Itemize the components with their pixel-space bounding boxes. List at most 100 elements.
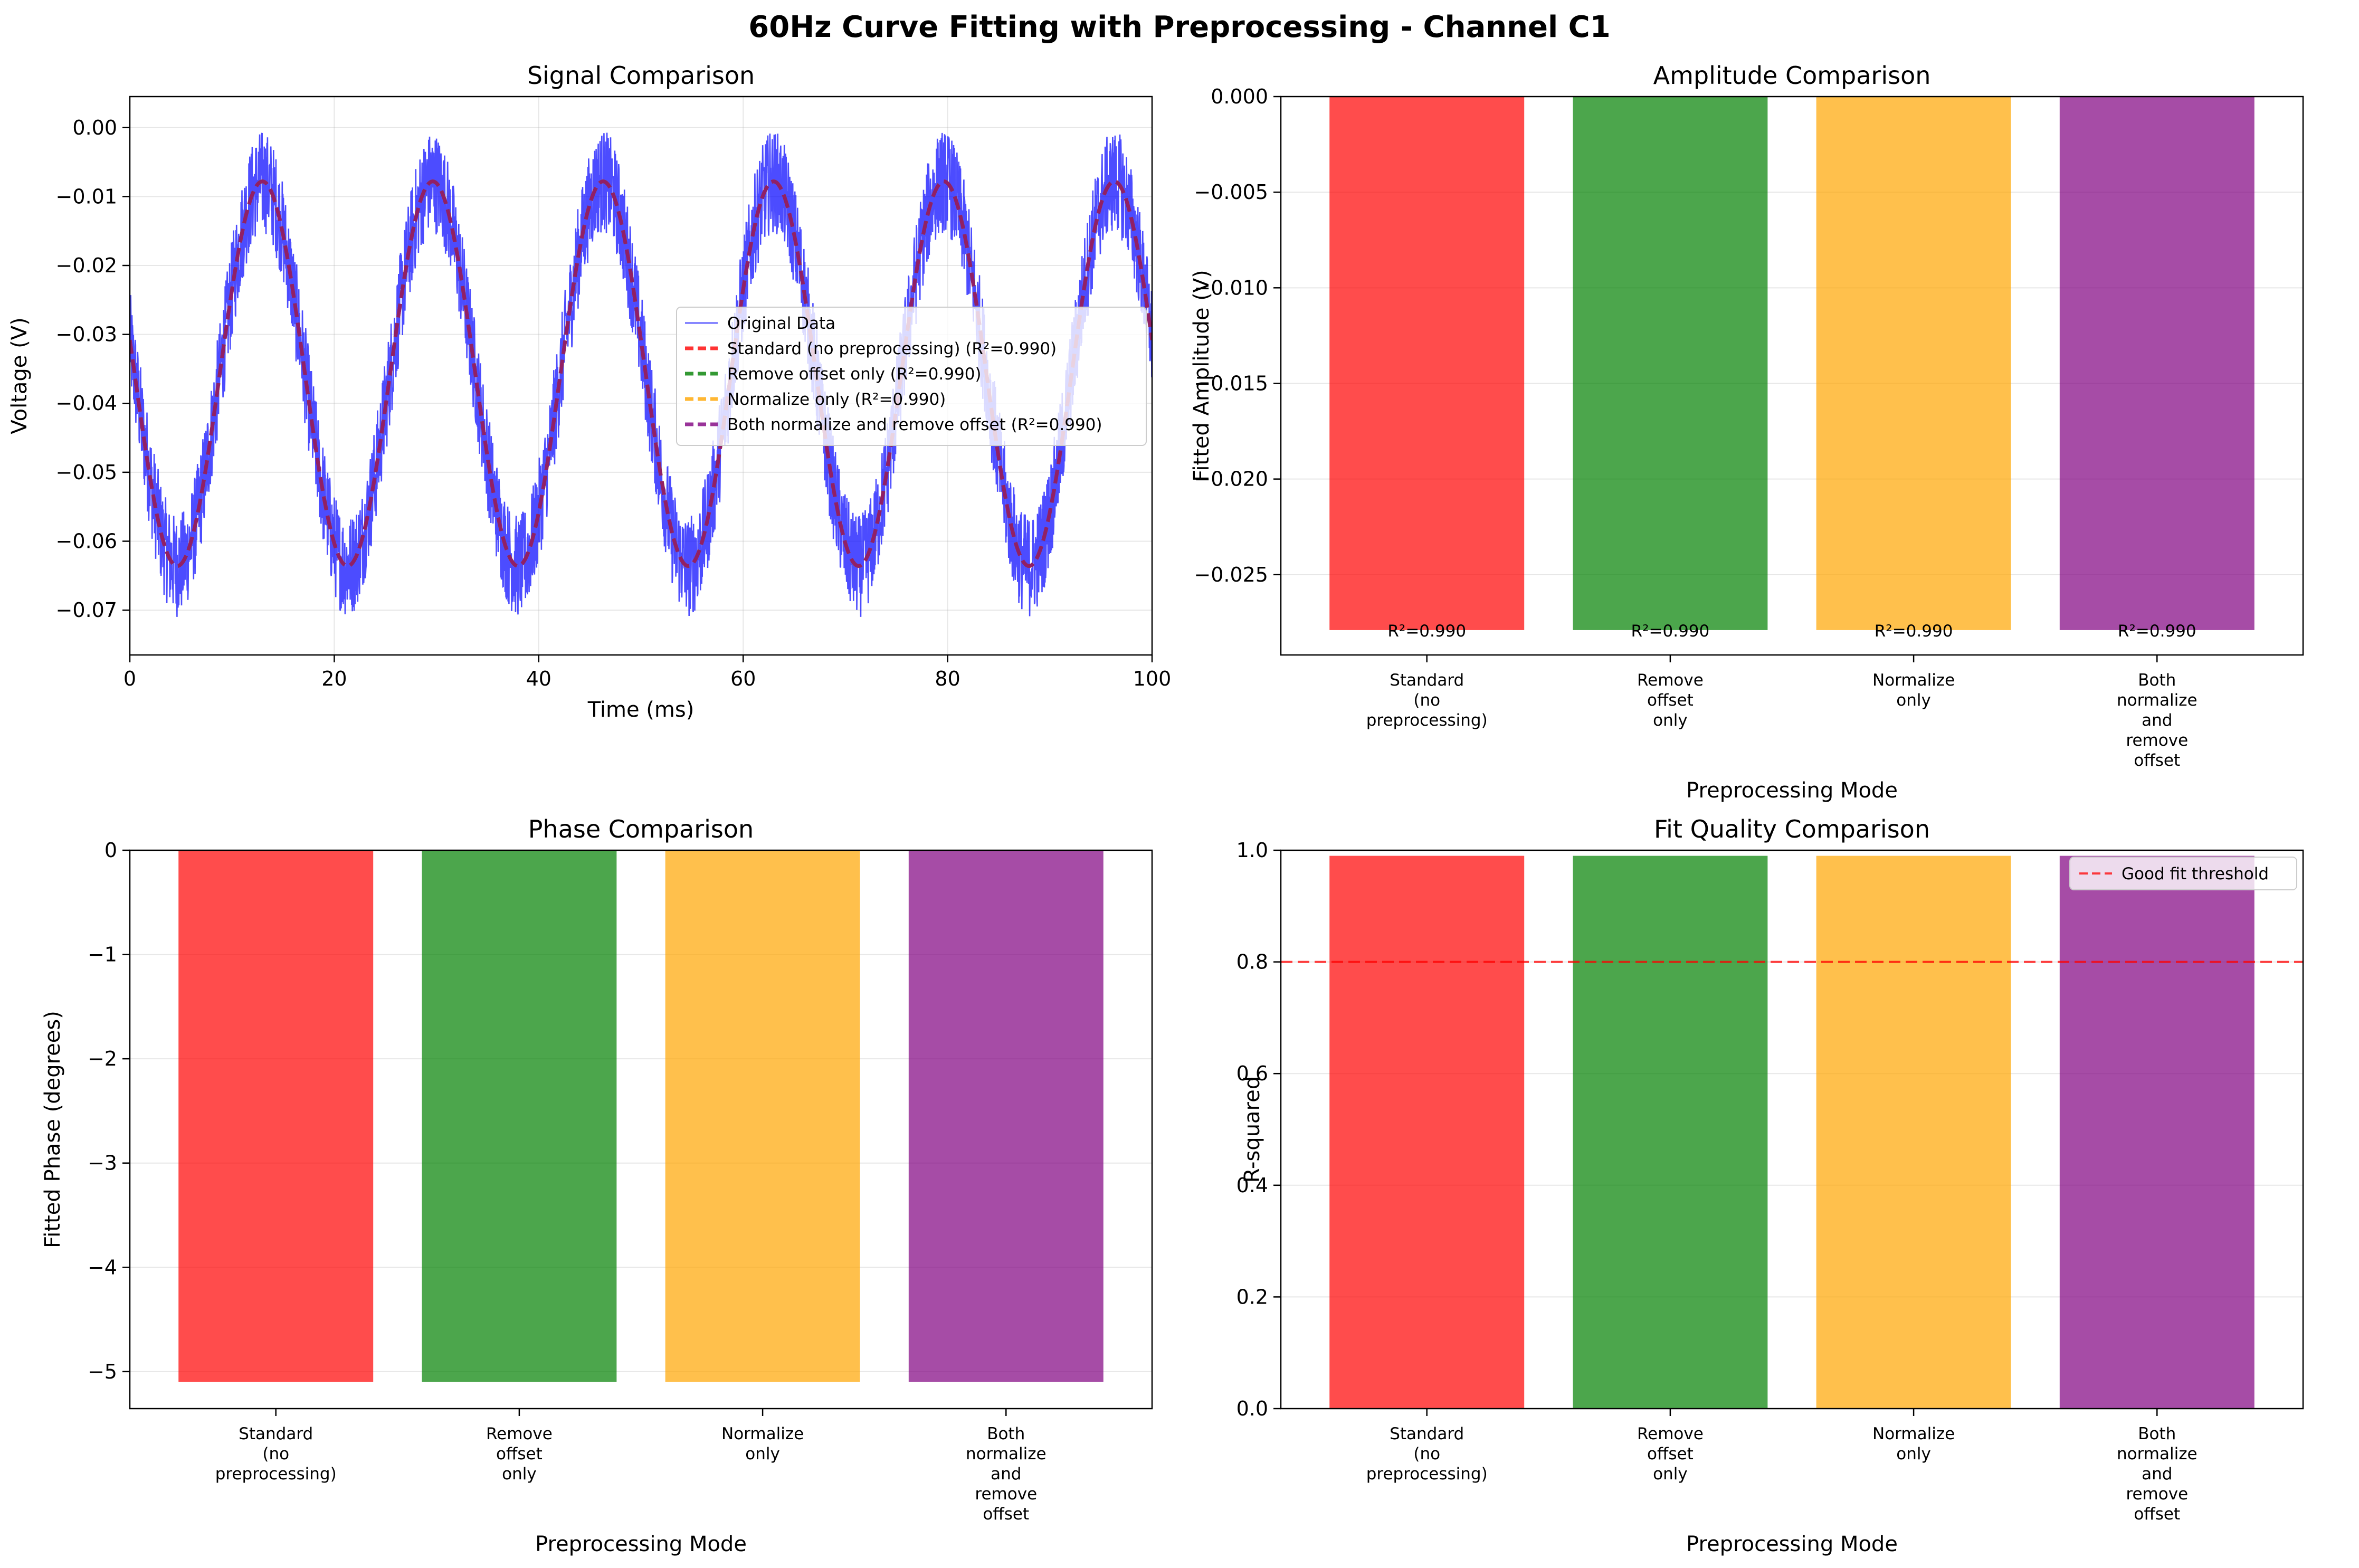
x-tick-label: preprocessing) <box>1366 711 1488 730</box>
x-tick-label: (no <box>262 1445 289 1464</box>
y-tick-label: −1 <box>88 943 117 966</box>
x-tick-label: only <box>1653 1465 1688 1484</box>
chart-title: Amplitude Comparison <box>1653 61 1931 90</box>
legend-box <box>2069 857 2297 890</box>
fit-quality-comparison-chart: Good fit threshold 0.0 0.2 0.4 0.6 0.8 1.0 Stan… <box>1236 815 2304 1556</box>
y-tick-label: 1.0 <box>1236 839 1268 862</box>
y-tick-label: −0.005 <box>1194 180 1268 204</box>
bar-3 <box>908 850 1104 1382</box>
x-tick-label: offset <box>2134 751 2180 770</box>
y-tick-label: 0.4 <box>1236 1174 1268 1197</box>
y-tick-label: −0.025 <box>1194 563 1268 586</box>
chart-title: Fit Quality Comparison <box>1654 815 1930 843</box>
x-tick-label: only <box>1896 691 1931 710</box>
x-tick-label: 0 <box>123 667 136 690</box>
legend-label-1: Standard (no preprocessing) (R²=0.990) <box>727 339 1057 358</box>
bar-value-label: R²=0.990 <box>2118 622 2196 641</box>
y-tick-label: −0.03 <box>56 323 117 346</box>
x-tick-label: 80 <box>935 667 960 690</box>
y-tick-label: −4 <box>88 1256 117 1279</box>
bar-3 <box>2059 97 2255 630</box>
bar-3 <box>2059 856 2255 1409</box>
amplitude-comparison-chart: R²=0.990 R²=0.990 R²=0.990 R²=0.990 0.000 −0.… <box>1190 61 2304 803</box>
y-tick-label: −2 <box>88 1047 117 1070</box>
x-tick-label: and <box>2142 1465 2172 1484</box>
x-tick-label: Standard <box>239 1424 313 1443</box>
x-tick-label: 100 <box>1133 667 1172 690</box>
x-tick-label: Remove <box>1637 1424 1704 1443</box>
x-axis-label: Time (ms) <box>587 698 695 722</box>
x-tick-label: 20 <box>321 667 347 690</box>
x-tick-label: only <box>1653 711 1688 730</box>
y-tick-label: 0.8 <box>1236 951 1268 974</box>
bar-2 <box>1816 97 2011 630</box>
x-tick-label: only <box>1896 1445 1931 1464</box>
x-tick-label: normalize <box>2117 691 2198 710</box>
x-tick-label: and <box>2142 711 2172 730</box>
x-tick-label: preprocessing) <box>1366 1465 1488 1484</box>
x-tick-label: preprocessing) <box>215 1465 337 1484</box>
x-tick-label: offset <box>1647 1445 1694 1464</box>
y-tick-label: −0.020 <box>1194 468 1268 491</box>
y-tick-label: −0.010 <box>1194 276 1268 299</box>
bar-value-label: R²=0.990 <box>1875 622 1953 641</box>
legend-label-2: Remove offset only (R²=0.990) <box>727 365 982 384</box>
x-tick-label: 40 <box>526 667 551 690</box>
y-tick-label: −0.02 <box>56 254 117 277</box>
x-tick-label: only <box>502 1465 537 1484</box>
x-tick-label: Standard <box>1390 671 1464 690</box>
x-tick-label: normalize <box>2117 1445 2198 1464</box>
bar-0 <box>178 850 374 1382</box>
bar-1 <box>422 850 617 1382</box>
y-tick-label: 0.000 <box>1211 85 1268 108</box>
y-tick-label: 0.0 <box>1236 1397 1268 1420</box>
x-tick-label: offset <box>496 1445 543 1464</box>
x-tick-label: and <box>991 1465 1021 1484</box>
bar-value-label: R²=0.990 <box>1631 622 1710 641</box>
x-tick-label: offset <box>983 1505 1029 1524</box>
x-tick-label: remove <box>2126 731 2188 750</box>
x-tick-label: Both <box>2138 1424 2176 1443</box>
y-tick-label: −0.07 <box>56 598 117 622</box>
y-tick-label: −0.05 <box>56 461 117 484</box>
bar-0 <box>1329 97 1525 630</box>
x-tick-label: Both <box>987 1424 1025 1443</box>
y-axis-label: Fitted Phase (degrees) <box>41 1011 65 1248</box>
x-tick-label: (no <box>1413 691 1440 710</box>
y-tick-label: 0.00 <box>72 116 117 139</box>
x-tick-label: offset <box>1647 691 1694 710</box>
x-tick-label: Both <box>2138 671 2176 690</box>
legend-threshold-label: Good fit threshold <box>2122 864 2269 883</box>
signal-comparison-chart: 0.00 −0.01 −0.02 −0.03 −0.04 −0.05 −0.06 −0.07 0… <box>7 61 1171 722</box>
axes-frame <box>129 849 1153 1410</box>
x-tick-label: only <box>745 1445 780 1464</box>
chart-title: Phase Comparison <box>528 815 754 843</box>
x-tick-label: Remove <box>1637 671 1704 690</box>
bar-2 <box>1816 856 2011 1409</box>
axes-frame <box>1280 96 2304 656</box>
bar-1 <box>1573 97 1768 630</box>
x-axis-label: Preprocessing Mode <box>1686 778 1898 803</box>
y-axis-label: R-squared <box>1240 1076 1264 1183</box>
x-tick-label: 60 <box>730 667 756 690</box>
chart-title: Signal Comparison <box>527 61 755 90</box>
legend-box <box>676 307 1147 446</box>
axes-frame <box>1280 849 2304 1410</box>
x-tick-label: (no <box>1413 1445 1440 1464</box>
x-tick-label: Normalize <box>1872 671 1955 690</box>
y-tick-label: 0.2 <box>1236 1285 1268 1308</box>
x-tick-label: Remove <box>486 1424 553 1443</box>
axes-frame <box>129 96 1153 656</box>
figure-suptitle: 60Hz Curve Fitting with Preprocessing - … <box>748 10 1610 44</box>
legend-label-4: Both normalize and remove offset (R²=0.9… <box>727 415 1102 434</box>
y-tick-label: −0.06 <box>56 529 117 553</box>
y-tick-label: 0.6 <box>1236 1062 1268 1085</box>
x-tick-label: remove <box>975 1485 1037 1504</box>
x-tick-label: normalize <box>966 1445 1047 1464</box>
x-tick-label: Normalize <box>1872 1424 1955 1443</box>
y-tick-label: −0.01 <box>56 185 117 208</box>
bar-value-label: R²=0.990 <box>1387 622 1466 641</box>
x-tick-label: offset <box>2134 1505 2180 1524</box>
